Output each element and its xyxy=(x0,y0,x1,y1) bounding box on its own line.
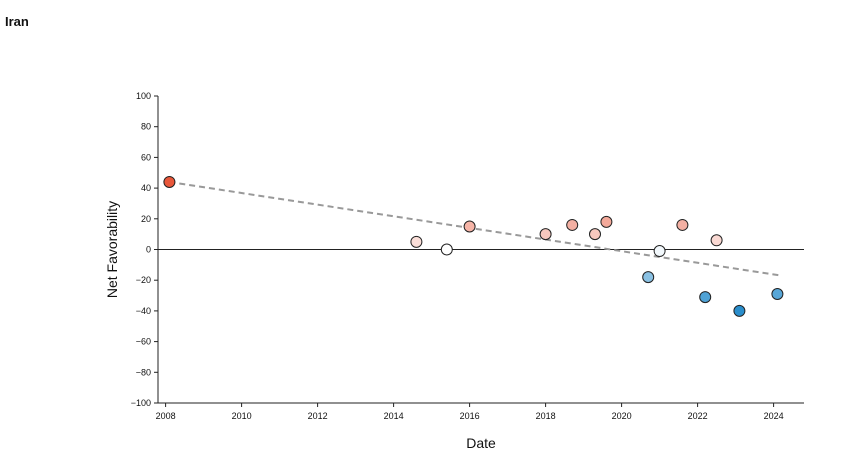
data-point xyxy=(163,175,176,188)
x-tick-label: 2014 xyxy=(384,411,404,421)
x-tick-label: 2010 xyxy=(232,411,252,421)
data-point xyxy=(440,243,453,256)
y-tick-label: −20 xyxy=(136,275,151,285)
x-axis-title: Date xyxy=(466,435,496,451)
data-point xyxy=(410,235,423,248)
y-tick-label: 20 xyxy=(141,214,151,224)
x-tick-label: 2016 xyxy=(460,411,480,421)
data-point xyxy=(653,245,666,258)
x-tick-label: 2008 xyxy=(156,411,176,421)
data-point xyxy=(566,218,579,231)
data-point xyxy=(539,228,552,241)
data-point xyxy=(600,215,613,228)
y-tick-label: −80 xyxy=(136,367,151,377)
x-tick-label: 2024 xyxy=(764,411,784,421)
data-point xyxy=(589,228,601,241)
data-point xyxy=(699,291,712,304)
y-tick-label: 60 xyxy=(141,152,151,162)
y-tick-label: 80 xyxy=(141,122,151,132)
data-point xyxy=(463,220,476,233)
x-tick-label: 2012 xyxy=(308,411,328,421)
trend-line xyxy=(169,180,782,277)
y-tick-label: 100 xyxy=(136,91,151,101)
data-point xyxy=(676,218,689,231)
data-point xyxy=(771,288,784,301)
chart-title: Iran xyxy=(5,14,29,29)
y-tick-label: 0 xyxy=(146,245,151,255)
x-tick-label: 2018 xyxy=(536,411,556,421)
x-tick-label: 2022 xyxy=(688,411,708,421)
data-point xyxy=(642,271,655,284)
y-tick-label: 40 xyxy=(141,183,151,193)
y-axis-title: Net Favorability xyxy=(104,201,120,298)
data-point xyxy=(733,304,746,317)
y-tick-label: −60 xyxy=(136,337,151,347)
axes-group: 100 80 60 40 20 0 −20 −40 −60 −80 −100 2008 2010 2012… xyxy=(131,91,804,421)
y-tick-label: −40 xyxy=(136,306,151,316)
data-points-group xyxy=(163,175,784,317)
data-point xyxy=(710,234,723,247)
y-tick-label: −100 xyxy=(131,398,151,408)
x-tick-label: 2020 xyxy=(612,411,632,421)
